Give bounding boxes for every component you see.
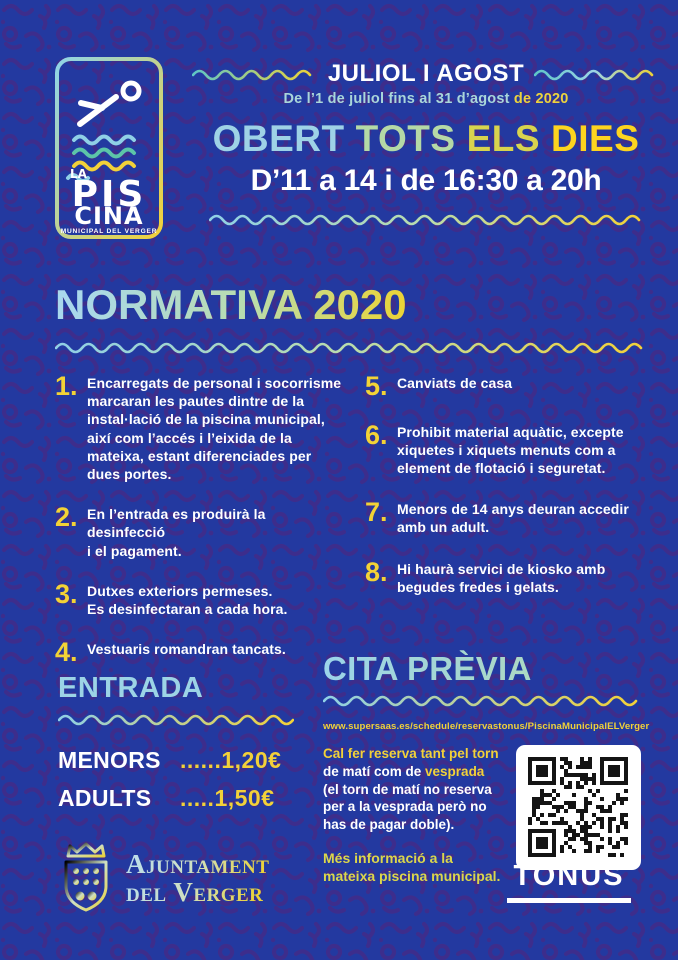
rule-number: 4. <box>55 637 78 668</box>
rules-right: 5. Canviats de casa 6. Prohibit material aq… <box>364 371 647 688</box>
open-line: OBERT TOTS ELS DIES <box>213 118 640 160</box>
price-list: MENORS ......1,20€ ADULTS .....1,50€ <box>58 747 308 812</box>
rule-text: Hi haurà servici de kiosko amb begudes f… <box>396 560 606 595</box>
price-value: .....1,50€ <box>180 785 275 811</box>
logo-subtitle: MUNICIPAL DEL VERGER <box>61 228 158 235</box>
opening-hours: D’11 a 14 i de 16:30 a 20h <box>250 164 602 197</box>
entrada-title: ENTRADA <box>58 672 204 704</box>
season-title: JULIOL I AGOST <box>327 60 525 87</box>
ajuntament-line1: Ajuntament <box>126 848 270 879</box>
wave-divider <box>322 693 645 707</box>
open-word: DIES <box>551 118 640 159</box>
rule-text: Dutxes exteriors permeses. Es desinfecta… <box>87 582 288 617</box>
wave-divider <box>57 712 295 726</box>
note-segment: Cal fer reserva tant pel torn <box>323 746 499 761</box>
cita-previa-title: CITA PRÈVIA <box>323 650 661 688</box>
rule-text: En l’entrada es produirà la desinfecció … <box>87 506 266 559</box>
ajuntament-line2: del Verger <box>126 877 264 907</box>
swimmer-icon <box>77 80 142 127</box>
tonus-underline <box>507 898 631 903</box>
rule-number: 7. <box>364 497 388 528</box>
cita-previa-section: CITA PRÈVIA www.supersaas.es/schedule/re… <box>322 650 661 885</box>
rule-number: 3. <box>55 578 78 609</box>
date-range-year: de 2020 <box>513 91 569 107</box>
booking-note: Cal fer reserva tant pel torn de matí co… <box>323 745 505 834</box>
tonus-logo: TONUS <box>505 860 633 903</box>
rule-item: 1. Encarregats de personal i socorrisme m… <box>55 371 343 483</box>
logo-pis: PIS <box>72 174 147 215</box>
wave-divider <box>54 340 643 354</box>
logo-waves-icon <box>66 134 136 183</box>
rule-number: 2. <box>55 502 78 533</box>
tonus-wordmark: TONUS <box>513 860 625 892</box>
price-value: ......1,20€ <box>180 747 282 773</box>
rule-number: 8. <box>364 556 388 587</box>
rule-number: 6. <box>364 419 388 450</box>
qr-code-pattern <box>528 757 628 857</box>
rules-list: 1. Encarregats de personal i socorrisme m… <box>55 371 647 688</box>
date-range-main: De l’1 de juliol fins al 31 d’agost <box>283 91 514 107</box>
rule-text: Menors de 14 anys deuran accedir amb un … <box>396 501 629 536</box>
header: JULIOL I AGOST De l’1 de juliol fins al … <box>191 60 660 226</box>
booking-url: www.supersaas.es/schedule/reservastonus/… <box>323 721 650 732</box>
logo-cina: CINA <box>74 202 143 230</box>
rule-text: Canviats de casa <box>396 375 513 391</box>
open-word: TOTS <box>355 118 456 159</box>
rule-number: 1. <box>55 371 78 401</box>
open-word: ELS <box>466 118 541 159</box>
ajuntament-logo: Ajuntament del Verger <box>58 840 269 916</box>
open-word: OBERT <box>212 118 345 159</box>
note-segment: (el torn de matí no reserva per a la ves… <box>323 781 492 833</box>
booking-notes: Cal fer reserva tant pel torn de matí co… <box>323 745 505 885</box>
wave-divider <box>533 67 660 81</box>
price-row: MENORS ......1,20€ <box>58 747 308 774</box>
rule-text: Vestuaris romandran tancats. <box>87 641 286 658</box>
piscina-logo: LA PIS CINA MUNICIPAL DEL VERGER <box>55 57 163 239</box>
more-info-note: Més informació a la mateixa piscina muni… <box>323 850 501 885</box>
note-segment: de matí com de <box>323 763 426 779</box>
rules-left: 1. Encarregats de personal i socorrisme m… <box>55 371 343 688</box>
rule-item: 4. Vestuaris romandran tancats. <box>55 637 343 668</box>
wave-divider <box>191 67 318 81</box>
rule-item: 6. Prohibit material aquàtic, excepte xiq… <box>364 419 647 478</box>
price-row: ADULTS .....1,50€ <box>58 785 308 812</box>
rule-item: 3. Dutxes exteriors permeses. Es desinfec… <box>55 578 343 618</box>
rule-text: Encarregats de personal i socorrisme mar… <box>87 375 342 482</box>
note-segment: vesprada <box>425 763 485 779</box>
rule-item: 5. Canviats de casa <box>364 371 647 401</box>
entrada-section: ENTRADA MENORS ......1,20€ ADULTS .....1,50… <box>57 672 308 812</box>
rule-number: 5. <box>364 371 388 401</box>
normativa-title: NORMATIVA 2020 <box>55 281 407 328</box>
shield-icon <box>64 842 108 912</box>
price-label: MENORS <box>58 747 161 773</box>
qr-code <box>516 745 641 870</box>
logo-la: LA <box>70 167 88 181</box>
date-range: De l’1 de juliol fins al 31 d’agost de 2… <box>283 91 568 107</box>
rule-item: 2. En l’entrada es produirà la desinfecci… <box>55 502 343 560</box>
wave-divider <box>208 212 644 226</box>
rule-text: Prohibit material aquàtic, excepte xique… <box>396 423 624 477</box>
rule-item: 7. Menors de 14 anys deuran accedir amb u… <box>364 497 647 536</box>
ajuntament-text: Ajuntament del Verger <box>126 850 269 907</box>
rule-item: 8. Hi haurà servici de kiosko amb begudes… <box>364 556 647 596</box>
price-label: ADULTS <box>58 785 152 811</box>
